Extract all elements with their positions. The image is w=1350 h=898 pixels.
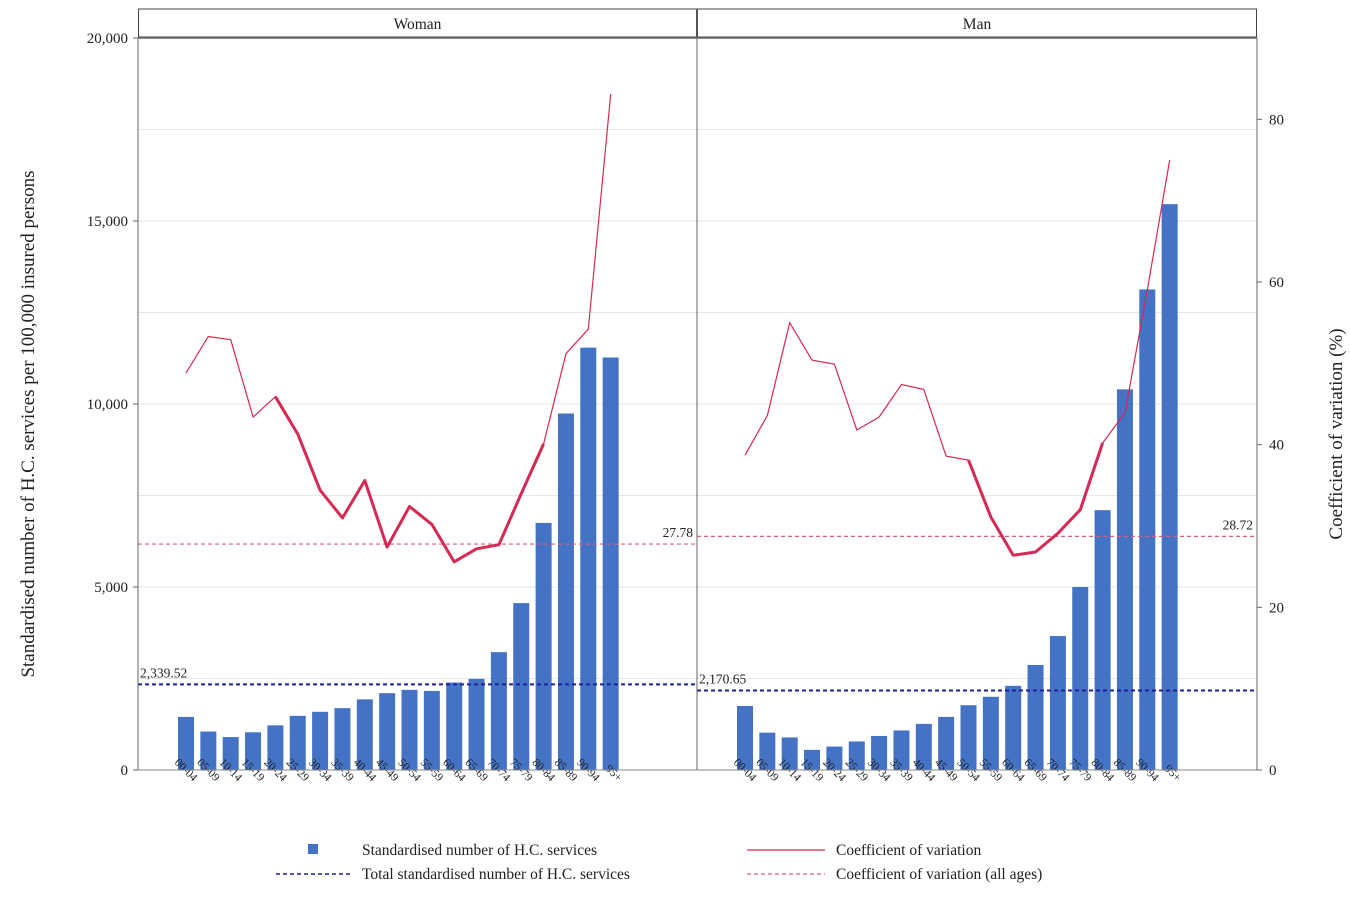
bar: [334, 708, 351, 770]
bar: [557, 413, 574, 770]
legend-cv-all-label: Coefficient of variation (all ages): [836, 866, 1042, 883]
bar: [781, 737, 798, 770]
bar: [490, 652, 507, 770]
y-axis-left-label: Standardised number of H.C. services per…: [18, 170, 39, 677]
total-label: 2,170.65: [699, 672, 747, 687]
bar: [200, 731, 217, 770]
legend-bar-label: Standardised number of H.C. services: [362, 842, 597, 859]
y-right-tick-label: 40: [1269, 438, 1284, 454]
bar: [602, 357, 619, 770]
bar: [871, 735, 888, 770]
bar: [1161, 204, 1178, 770]
bar: [356, 699, 373, 770]
panel-strip: [138, 8, 697, 38]
bar: [312, 711, 329, 770]
bar: [960, 705, 977, 770]
panel-strip: [697, 8, 1257, 38]
legend-total-label: Total standardised number of H.C. servic…: [362, 866, 630, 883]
bar: [1139, 289, 1156, 770]
bar: [267, 725, 284, 770]
bar: [468, 678, 485, 770]
y-left-tick-label: 0: [121, 763, 129, 779]
cv-all-label: 28.72: [1223, 517, 1253, 532]
bar: [289, 715, 306, 770]
bar: [1005, 685, 1022, 770]
bar: [1027, 664, 1044, 770]
bar: [982, 696, 999, 770]
bar: [580, 347, 597, 770]
bar: [423, 690, 440, 770]
bar: [737, 705, 753, 770]
bar: [513, 603, 530, 770]
cv-line-thick: [967, 442, 1105, 557]
y-left-tick-label: 5,000: [94, 580, 128, 596]
y-right-tick-label: 20: [1269, 600, 1284, 616]
y-right-tick-label: 60: [1269, 275, 1284, 291]
bar: [222, 737, 239, 770]
legend: Standardised number of H.C. services Coe…: [276, 842, 1042, 883]
panel-man: Man2,170.6528.7200-0405-0910-1415-1920-2…: [697, 8, 1257, 784]
bar: [804, 749, 821, 770]
bar: [848, 741, 865, 770]
y-left-tick-label: 20,000: [87, 31, 128, 47]
y-right-tick-label: 0: [1269, 763, 1277, 779]
bar: [893, 730, 910, 770]
axes: 0 5,000 10,000 15,000 20,000 0 20 40 60 80: [87, 9, 1284, 779]
bar: [1116, 389, 1133, 770]
cv-line: [744, 159, 1171, 556]
panel-title: Man: [963, 16, 992, 33]
cv-line-thick: [274, 395, 545, 564]
panel-woman: Woman2,339.5227.7800-0405-0910-1415-1920…: [138, 8, 697, 784]
bar: [1049, 636, 1066, 770]
bar: [938, 716, 955, 770]
legend-bar-swatch: [308, 844, 318, 854]
y-axis-right-label: Coefficient of variation (%): [1326, 328, 1347, 539]
bar: [379, 693, 396, 770]
bar: [401, 689, 418, 770]
panel-title: Woman: [394, 16, 442, 33]
bar: [178, 716, 194, 770]
y-left-tick-label: 15,000: [87, 214, 128, 230]
bar: [826, 746, 843, 770]
bar: [915, 723, 932, 770]
bar: [245, 732, 262, 770]
cv-line: [185, 94, 612, 563]
legend-cv-label: Coefficient of variation: [836, 842, 981, 859]
y-left-tick-label: 10,000: [87, 397, 128, 413]
bar: [1072, 587, 1089, 770]
cv-all-label: 27.78: [663, 525, 694, 540]
bar: [535, 522, 552, 770]
bar: [1094, 510, 1111, 770]
bar: [446, 682, 463, 770]
y-right-tick-label: 80: [1269, 112, 1284, 128]
bar: [759, 732, 776, 770]
total-label: 2,339.52: [140, 665, 187, 680]
